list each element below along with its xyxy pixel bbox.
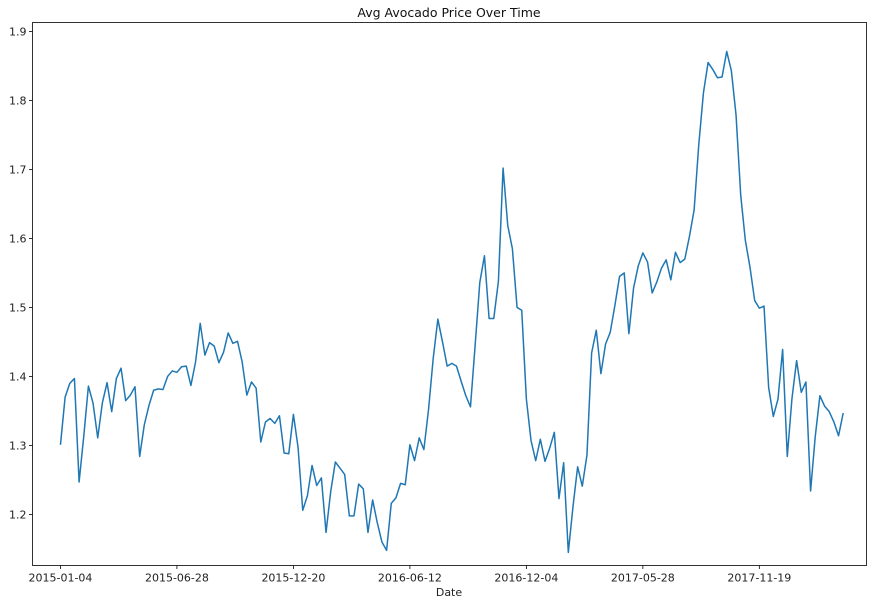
y-tick-label: 1.8 bbox=[9, 94, 27, 107]
chart-title: Avg Avocado Price Over Time bbox=[357, 5, 540, 20]
y-tick-label: 1.9 bbox=[9, 25, 27, 38]
plot-area-frame bbox=[32, 22, 867, 566]
x-tick-label: 2017-11-19 bbox=[727, 572, 791, 585]
y-tick-label: 1.4 bbox=[9, 370, 27, 383]
y-tick-label: 1.5 bbox=[9, 301, 27, 314]
x-axis-label: Date bbox=[436, 586, 463, 599]
x-tick-label: 2015-01-04 bbox=[28, 572, 92, 585]
x-tick-label: 2017-05-28 bbox=[611, 572, 675, 585]
y-tick-label: 1.3 bbox=[9, 439, 27, 452]
y-axis: 1.2 1.3 1.4 1.5 1.6 1.7 1.8 1.9 bbox=[9, 25, 33, 521]
x-tick-label: 2015-12-20 bbox=[261, 572, 325, 585]
x-tick-label: 2016-06-12 bbox=[378, 572, 442, 585]
y-tick-label: 1.6 bbox=[9, 232, 27, 245]
y-tick-label: 1.2 bbox=[9, 508, 27, 521]
x-tick-label: 2015-06-28 bbox=[145, 572, 209, 585]
price-series-line bbox=[59, 50, 844, 554]
x-axis: 2015-01-04 2015-06-28 2015-12-20 2016-06-12… bbox=[28, 565, 791, 585]
y-tick-label: 1.7 bbox=[9, 163, 27, 176]
x-tick-label: 2016-12-04 bbox=[494, 572, 558, 585]
